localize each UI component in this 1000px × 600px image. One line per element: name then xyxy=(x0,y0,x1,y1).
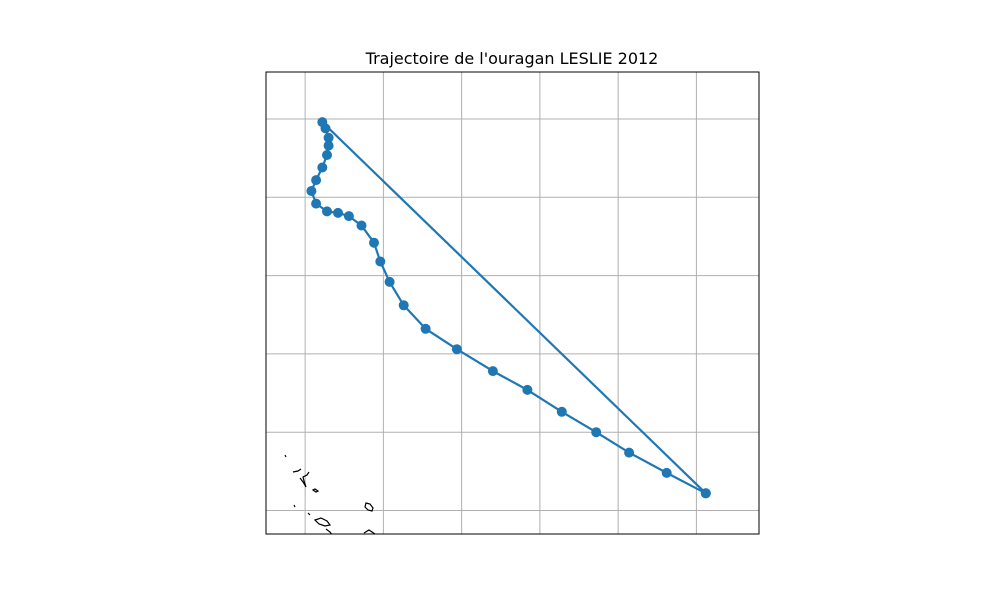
track-point xyxy=(343,211,354,222)
track-point xyxy=(420,323,431,334)
track-point xyxy=(311,175,322,186)
track-point xyxy=(323,140,334,151)
plot-frame xyxy=(265,71,760,535)
track-point xyxy=(322,150,332,160)
island-outline xyxy=(292,468,302,473)
island-outline xyxy=(313,517,332,527)
island-outline xyxy=(284,454,287,458)
island-outline xyxy=(299,471,310,488)
island-outline xyxy=(364,502,374,512)
track-point xyxy=(700,488,711,499)
track-point xyxy=(375,256,386,267)
track-point xyxy=(356,220,367,231)
island-outline xyxy=(311,488,320,493)
island-outline xyxy=(363,529,376,534)
track-point xyxy=(317,162,328,173)
track-point xyxy=(323,132,334,143)
coastline xyxy=(284,454,376,534)
track-point xyxy=(556,406,567,417)
island-outline xyxy=(325,528,333,534)
track-point xyxy=(369,237,379,248)
track-point xyxy=(661,467,672,478)
track-point xyxy=(306,186,317,196)
track-point xyxy=(522,384,533,395)
island-outline xyxy=(307,512,311,516)
island-outline xyxy=(293,504,296,508)
track-point xyxy=(384,276,395,287)
track-point xyxy=(451,344,462,355)
track-point xyxy=(311,198,322,209)
track-line xyxy=(310,120,707,495)
track-point xyxy=(322,206,332,217)
track-point xyxy=(333,207,343,218)
track-point xyxy=(487,366,498,377)
track-point xyxy=(317,117,328,128)
chart-title: Trajectoire de l'ouragan LESLIE 2012 xyxy=(365,49,659,68)
track-point xyxy=(591,427,602,438)
track-point xyxy=(624,447,635,458)
track-point xyxy=(398,300,409,311)
gridlines xyxy=(266,72,759,534)
storm-track xyxy=(306,117,711,499)
